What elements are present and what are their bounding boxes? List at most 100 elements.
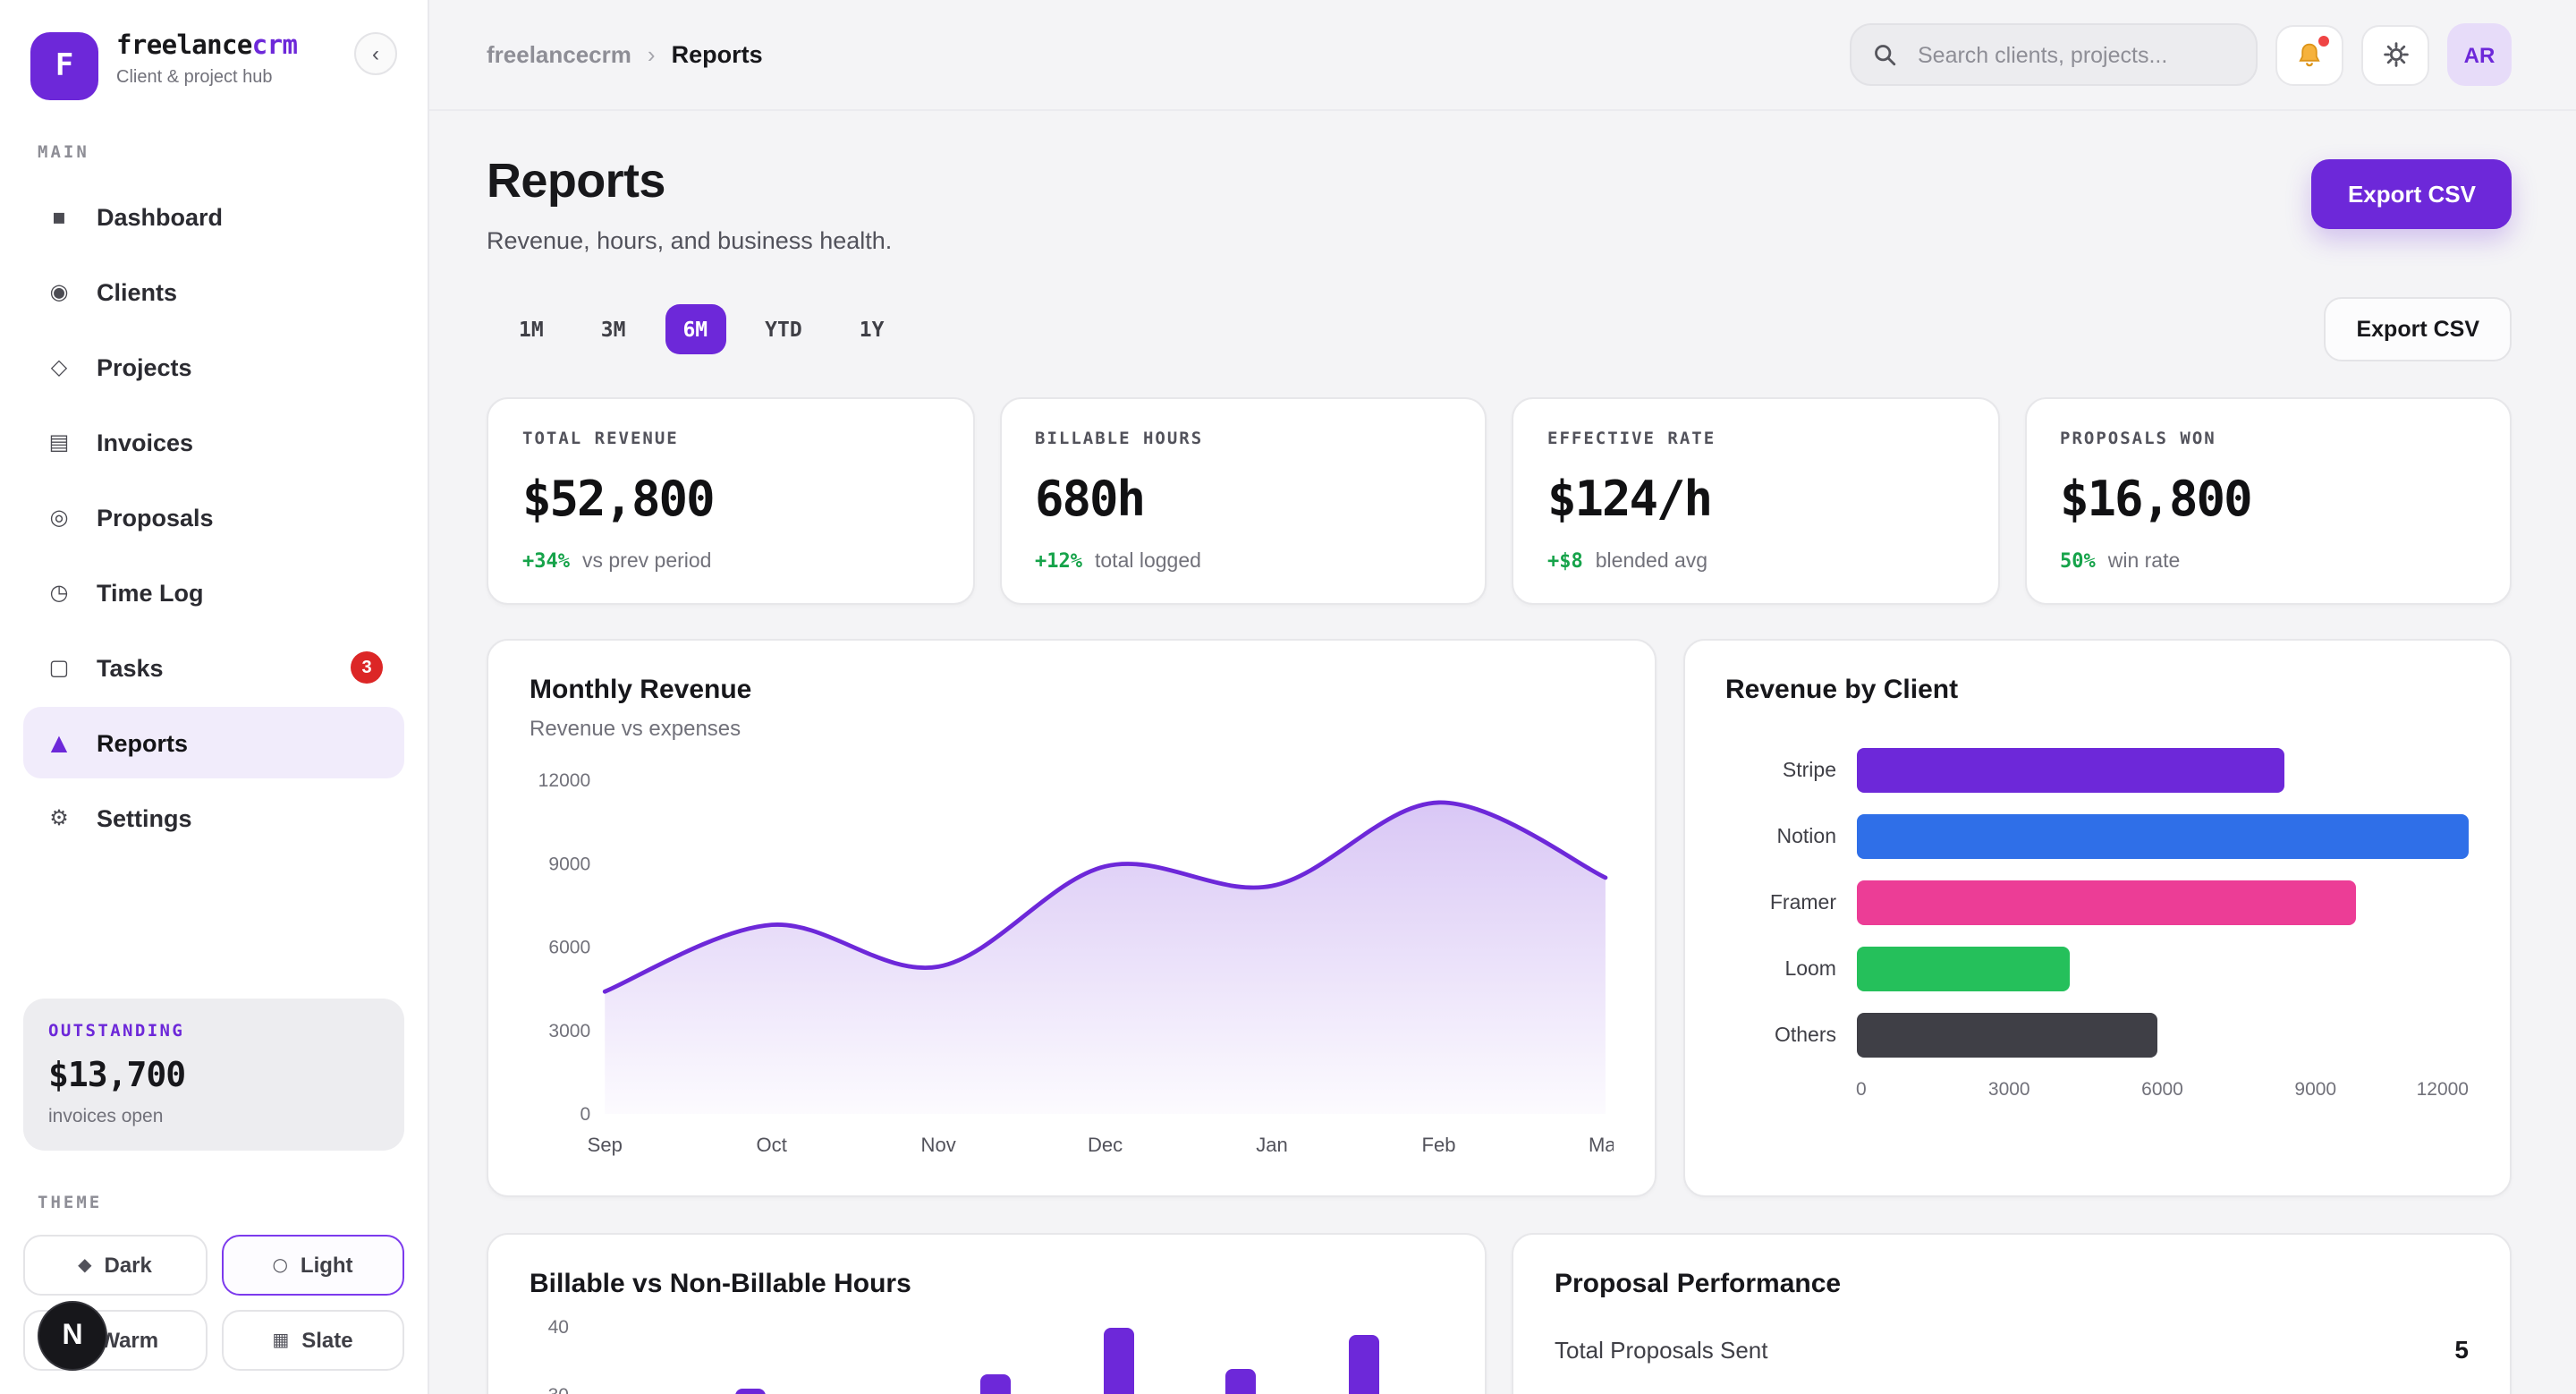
svg-text:9000: 9000 [548,854,590,874]
sidebar-item-invoices[interactable]: ▤ Invoices [23,406,404,478]
svg-text:Nov: Nov [921,1134,956,1156]
projects-icon: ◇ [50,354,68,379]
reports-icon: ▲ [50,730,68,755]
billable-hours-title: Billable vs Non-Billable Hours [530,1269,911,1299]
bottom-charts-row: Billable vs Non-Billable Hours 010203040… [487,1233,2512,1394]
proposal-performance-title: Proposal Performance [1555,1269,1842,1299]
billable-hours-plot [583,1328,1444,1394]
notification-dot [2318,35,2329,46]
stat-note: vs prev period [582,551,712,573]
billable-bar [1349,1334,1380,1394]
billable-bar [734,1388,766,1394]
breadcrumb: freelancecrm › Reports [487,41,763,68]
range-pill-1y[interactable]: 1Y [859,317,885,342]
stat-footer: +34% vs prev period [522,549,938,573]
client-bar-label: Loom [1784,958,1836,980]
stat-value: $52,800 [522,472,716,528]
outstanding-card: OUTSTANDING $13,700 invoices open [23,999,404,1151]
range-pill-1m[interactable]: 1M [519,317,544,342]
stat-value: $16,800 [2060,472,2253,528]
svg-text:Dec: Dec [1088,1134,1123,1156]
revenue-by-client-axis: 0 3000 6000 9000 12000 [1856,1079,2469,1108]
client-axis-tick: 6000 [2141,1079,2183,1101]
page-subtitle: Revenue, hours, and business health. [487,227,893,254]
theme-button-dark[interactable]: ◆ Dark [23,1235,207,1296]
proposal-row-label: Total Proposals Sent [1555,1337,1768,1364]
client-axis-tick: 0 [1856,1079,1867,1101]
range-pill-3m[interactable]: 3M [600,317,626,342]
stat-label: PROPOSALS WON [2060,429,2216,449]
billable-bar [979,1374,1011,1394]
sidebar-item-label: Proposals [97,504,214,531]
sidebar-collapse-button[interactable]: ‹ [354,32,397,75]
stat-card-billable-hours: BILLABLE HOURS 680h +12% total logged [999,397,1487,605]
export-csv-primary-button[interactable]: Export CSV [2311,159,2512,229]
sidebar-item-label: Time Log [97,579,204,606]
sidebar-nav: ▪ Dashboard ◉ Clients ◇ Projects ▤ Invoices ◎ Pro… [23,181,404,854]
sidebar-item-tasks[interactable]: ▢ Tasks 3 [23,632,404,703]
dashboard-icon: ▪ [51,204,67,229]
sidebar-item-projects[interactable]: ◇ Projects [23,331,404,403]
monthly-revenue-card: Monthly Revenue Revenue vs expenses 0 300… [487,639,1656,1197]
sidebar-item-label: Settings [97,804,192,831]
dev-tools-badge[interactable]: N [38,1301,107,1371]
client-bar-track [1856,880,2469,925]
client-bar [1856,947,2071,991]
topbar-actions: AR [1850,23,2512,86]
brand-name: freelancecrm [116,32,298,61]
client-bar-label: Stripe [1782,760,1836,781]
monthly-revenue-title: Monthly Revenue [530,675,752,705]
svg-text:12000: 12000 [538,770,591,791]
sidebar-item-label: Reports [97,729,189,756]
range-pill-ytd[interactable]: YTD [765,317,802,342]
monthly-revenue-subtitle: Revenue vs expenses [530,716,741,741]
sidebar-section-main: MAIN [38,143,89,163]
range-pill-6m[interactable]: 6M [665,304,726,354]
outstanding-value: $13,700 [48,1056,186,1095]
sidebar-item-proposals[interactable]: ◎ Proposals [23,481,404,553]
export-csv-secondary-button[interactable]: Export CSV [2324,297,2512,361]
svg-text:6000: 6000 [548,938,590,958]
search-bar[interactable] [1850,23,2258,86]
monthly-revenue-chart: 0 3000 6000 9000 12000 Sep Oct Nov Dec Jan Feb Mar [538,770,1613,1156]
sidebar-item-settings[interactable]: ⚙ Settings [23,782,404,854]
breadcrumb-current: Reports [671,41,763,68]
search-input[interactable] [1914,40,2234,69]
theme-button-slate[interactable]: ▦ Slate [221,1310,404,1371]
billable-hours-yticks: 010203040 [530,1317,583,1394]
billable-bar [1103,1328,1134,1394]
charts-row: Monthly Revenue Revenue vs expenses 0 300… [487,639,2512,1197]
stat-footer: +12% total logged [1035,549,1451,573]
brand-tagline: Client & project hub [116,68,273,88]
theme-button-light[interactable]: ○ Light [221,1235,404,1296]
svg-text:Jan: Jan [1256,1134,1288,1156]
brand-logo: F [30,32,98,100]
dark-theme-icon: ◆ [78,1255,92,1275]
sidebar: F freelancecrm Client & project hub ‹ MA… [0,0,429,1394]
chevron-left-icon: ‹ [372,41,379,66]
sidebar-item-time-log[interactable]: ◷ Time Log [23,557,404,628]
sidebar-item-label: Tasks [97,654,164,681]
notifications-button[interactable] [2275,24,2343,85]
stat-note: blended avg [1595,551,1708,573]
range-row: 1M 3M 6M YTD 1Y Export CSV [487,297,2512,361]
stat-delta: +$8 [1547,549,1583,573]
outstanding-label: OUTSTANDING [48,1022,185,1041]
stat-note: win rate [2107,551,2181,573]
breadcrumb-root[interactable]: freelancecrm [487,41,631,68]
settings-button[interactable] [2361,24,2429,85]
client-bar [1856,814,2469,859]
client-bar-row-others: Others [1725,1013,2469,1058]
user-avatar[interactable]: AR [2447,23,2512,86]
hours-group-nov [858,1328,924,1394]
billable-hours-chart: 010203040 [530,1317,1444,1394]
hours-group-dec [979,1328,1046,1394]
sidebar-item-dashboard[interactable]: ▪ Dashboard [23,181,404,252]
client-bar [1856,880,2357,925]
client-axis-tick: 12000 [2416,1079,2469,1101]
brand: F freelancecrm Client & project hub ‹ [23,29,404,100]
sidebar-item-reports[interactable]: ▲ Reports [23,707,404,778]
client-bar-track [1856,1013,2469,1058]
sidebar-item-clients[interactable]: ◉ Clients [23,256,404,327]
